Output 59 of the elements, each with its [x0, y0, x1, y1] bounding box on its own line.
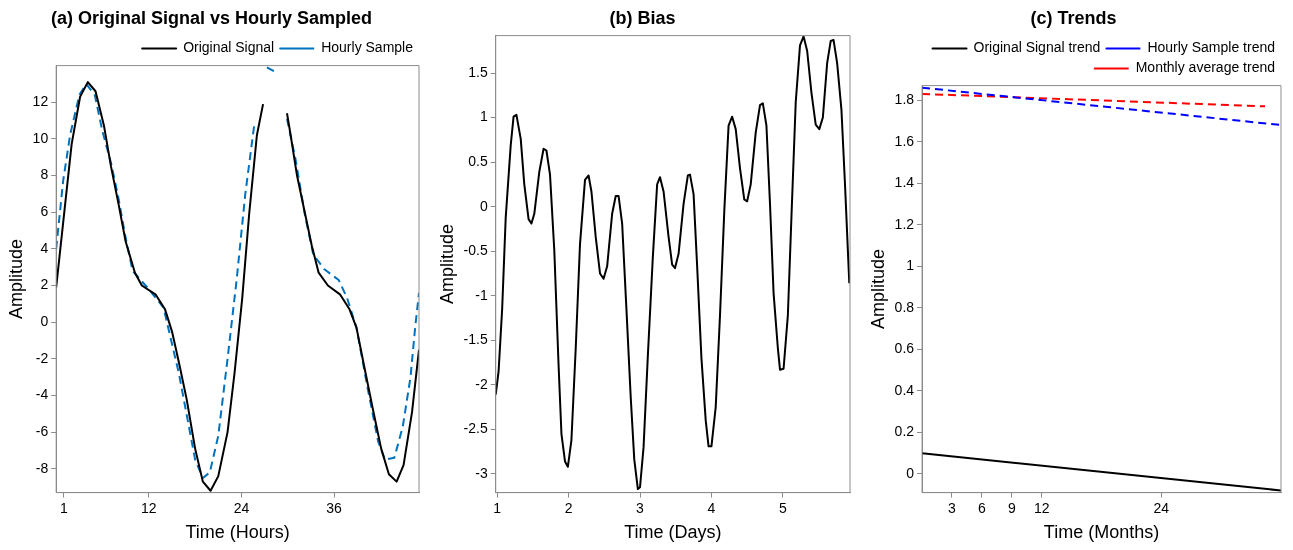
y-tick-label: -0.5	[463, 242, 488, 259]
y-tick-label: 1	[906, 257, 915, 274]
y-tick-label: 4	[40, 239, 49, 256]
y-tick-label: -8	[35, 459, 49, 476]
x-axis-title: Time (Days)	[624, 522, 722, 543]
y-tick-label: 1.2	[894, 215, 915, 232]
legend-label: Monthly average trend	[1135, 59, 1276, 76]
y-tick-label: -6	[35, 422, 49, 439]
x-tick-label: 9	[1007, 499, 1016, 516]
y-tick-label: 0	[40, 313, 49, 330]
x-tick-label: 24	[233, 499, 250, 516]
x-tick-label: 12	[141, 499, 157, 516]
x-axis-title: Time (Months)	[1043, 522, 1160, 543]
x-tick-label: 24	[1153, 499, 1170, 516]
y-tick-label: 1.4	[894, 174, 915, 191]
y-tick-label: 12	[32, 93, 49, 110]
y-axis-title: Amplitude	[436, 224, 457, 305]
y-tick-label: 0	[906, 464, 915, 481]
x-tick-label: 2	[564, 499, 573, 516]
x-tick-label: 36	[326, 499, 343, 516]
y-tick-label: 8	[40, 166, 49, 183]
x-tick-label: 6	[977, 499, 986, 516]
x-tick-label: 4	[707, 499, 716, 516]
y-tick-label: -3	[475, 464, 488, 481]
y-tick-label: 1.5	[468, 63, 488, 80]
chart-title: (b) Bias	[609, 7, 676, 28]
y-tick-label: -4	[35, 386, 49, 403]
legend-label: Hourly Sample	[321, 39, 414, 56]
x-tick-label: 1	[493, 499, 502, 516]
legend-label: Hourly Sample trend	[1147, 39, 1276, 56]
x-tick-label: 12	[1033, 499, 1050, 516]
y-tick-label: 2	[40, 276, 49, 293]
y-tick-label: 0.2	[894, 423, 915, 440]
y-tick-label: 0.4	[894, 381, 915, 398]
x-axis-title: Time (Hours)	[185, 522, 290, 543]
y-tick-label: 1	[479, 108, 488, 125]
x-tick-label: 5	[778, 499, 787, 516]
y-tick-label: 6	[40, 203, 49, 220]
y-tick-label: -2	[475, 375, 488, 392]
y-axis-title: Amplitude	[5, 239, 26, 320]
legend-label: Original Signal trend	[973, 39, 1101, 56]
y-tick-label: 0	[479, 197, 488, 214]
chart-title: (a) Original Signal vs Hourly Sampled	[50, 7, 373, 28]
y-tick-label: -2.5	[463, 420, 488, 437]
y-tick-label: 10	[32, 129, 49, 146]
y-tick-label: 0.6	[894, 340, 915, 357]
chart-title: (c) Trends	[1030, 7, 1117, 28]
y-tick-label: -2	[35, 349, 49, 366]
x-tick-label: 3	[948, 499, 957, 516]
x-tick-label: 3	[636, 499, 645, 516]
y-tick-label: 0.5	[468, 152, 488, 169]
x-tick-label: 1	[59, 499, 68, 516]
y-tick-label: 0.8	[894, 298, 915, 315]
legend-label: Original Signal	[183, 39, 275, 56]
y-tick-label: 1.6	[894, 132, 915, 149]
y-axis-title: Amplitude	[867, 249, 888, 330]
y-tick-label: -1	[475, 286, 488, 303]
y-tick-label: 1.8	[894, 91, 915, 107]
y-tick-label: -1.5	[463, 331, 488, 348]
